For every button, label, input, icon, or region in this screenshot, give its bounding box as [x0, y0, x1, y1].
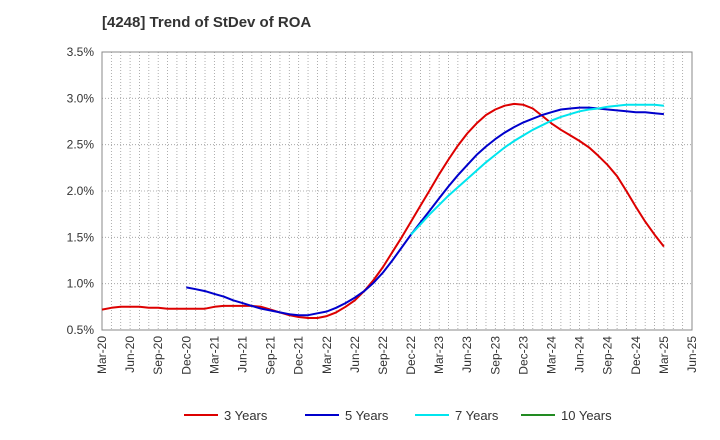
x-tick-label: Mar-25 [657, 336, 671, 374]
x-tick-label: Dec-21 [292, 336, 306, 375]
x-tick-label: Mar-20 [95, 336, 109, 374]
grid [101, 51, 693, 331]
x-tick-label: Sep-23 [488, 336, 502, 375]
y-tick-label: 2.5% [67, 138, 95, 152]
y-tick-label: 3.0% [67, 91, 95, 105]
x-tick-label: Jun-24 [573, 336, 587, 373]
x-tick-label: Jun-22 [348, 336, 362, 373]
x-tick-label: Dec-23 [516, 336, 530, 375]
y-tick-label: 1.0% [67, 277, 95, 291]
x-tick-label: Sep-21 [264, 336, 278, 375]
legend-label: 5 Years [345, 408, 389, 423]
x-tick-label: Sep-20 [151, 336, 165, 375]
x-tick-label: Jun-20 [123, 336, 137, 373]
x-tick-label: Dec-22 [404, 336, 418, 375]
x-tick-label: Jun-21 [235, 336, 249, 373]
series-lines [101, 102, 665, 319]
x-tick-label: Mar-21 [207, 336, 221, 374]
legend: 3 Years 5 Years 7 Years 10 Years [184, 408, 612, 423]
x-tick-label: Sep-24 [601, 336, 615, 375]
y-axis-labels: 0.5% 1.0% 1.5% 2.0% 2.5% 3.0% 3.5% [67, 45, 95, 337]
y-tick-label: 2.0% [67, 184, 95, 198]
plot-border [101, 51, 693, 331]
x-tick-label: Mar-24 [545, 336, 559, 374]
x-tick-label: Mar-23 [432, 336, 446, 374]
x-tick-label: Mar-22 [320, 336, 334, 374]
y-tick-label: 0.5% [67, 323, 95, 337]
legend-label: 7 Years [455, 408, 499, 423]
x-tick-label: Dec-20 [179, 336, 193, 375]
x-tick-label: Jun-25 [685, 336, 699, 373]
x-tick-label: Dec-24 [629, 336, 643, 375]
x-tick-label: Jun-23 [460, 336, 474, 373]
legend-label: 10 Years [561, 408, 612, 423]
y-tick-label: 3.5% [67, 45, 95, 59]
x-axis-labels: Mar-20 Jun-20 Sep-20 Dec-20 Mar-21 Jun-21 Sep-… [95, 336, 699, 375]
y-tick-label: 1.5% [67, 230, 95, 244]
series-line-3-years [101, 102, 665, 319]
plot-area-border [101, 51, 693, 331]
chart-title: [4248] Trend of StDev of ROA [102, 14, 312, 31]
legend-label: 3 Years [224, 408, 268, 423]
series-line-5-years [186, 106, 664, 317]
series-line-7-years [410, 103, 664, 236]
x-tick-label: Sep-22 [376, 336, 390, 375]
